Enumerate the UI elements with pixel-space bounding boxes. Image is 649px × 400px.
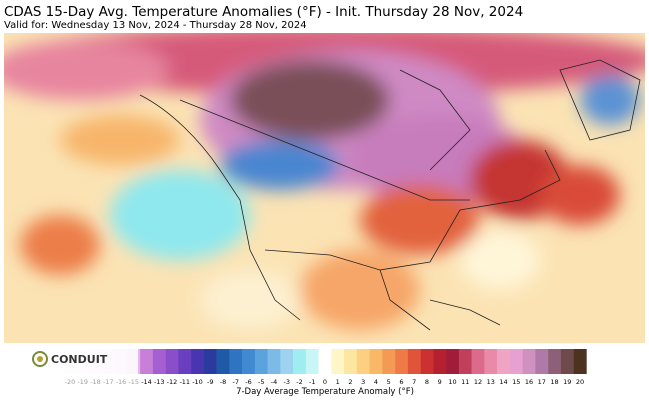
colorbar-tick-label: 5 bbox=[387, 378, 391, 386]
colorbar-tick-label: 12 bbox=[474, 378, 482, 386]
colorbar: -20 -19 -18 -17 -16 -15 -14 -13 -12 -11 -10 -9 -8 -7-… bbox=[63, 349, 587, 386]
colorbar-label: 7-Day Average Temperature Anomaly (°F) bbox=[236, 387, 414, 397]
colorbar-tick-label: 17 bbox=[538, 378, 546, 386]
colorbar-tick-label: 16 bbox=[525, 378, 533, 386]
color-cell bbox=[535, 349, 549, 374]
colorbar-tick-label: -10 bbox=[192, 378, 203, 386]
colorbar-tick-label: 14 bbox=[499, 378, 507, 386]
colorbar-tick-label: 1 bbox=[336, 378, 340, 386]
colorbar-tick-label: -15 bbox=[128, 378, 139, 386]
color-cell bbox=[267, 349, 281, 374]
colorbar-tick-label: 9 bbox=[438, 378, 442, 386]
colorbar-tick-label: -9 bbox=[207, 378, 213, 386]
color-cell bbox=[395, 349, 409, 374]
color-cell bbox=[178, 349, 192, 374]
color-cell bbox=[293, 349, 307, 374]
subtitle: Valid for: Wednesday 13 Nov, 2024 - Thur… bbox=[4, 20, 307, 31]
color-cell bbox=[216, 349, 230, 374]
colorbar-tick-label: 19 bbox=[563, 378, 571, 386]
color-cell bbox=[191, 349, 205, 374]
colorbar-tick-label: -14 bbox=[141, 378, 152, 386]
color-cell bbox=[318, 349, 332, 374]
colorbar-tick-label: 4 bbox=[374, 378, 378, 386]
color-cell bbox=[344, 349, 358, 374]
color-cell bbox=[305, 349, 319, 374]
color-cell bbox=[522, 349, 536, 374]
color-cell bbox=[369, 349, 383, 374]
color-cell bbox=[254, 349, 268, 374]
colorbar-tick-label: 11 bbox=[461, 378, 469, 386]
color-cell bbox=[280, 349, 294, 374]
colorbar-tick-label: 0 bbox=[323, 378, 327, 386]
colorbar-tick-label: -2 bbox=[296, 378, 302, 386]
color-cell bbox=[356, 349, 370, 374]
colorbar-tick-label: -3 bbox=[284, 378, 290, 386]
colorbar-tick-label: 13 bbox=[487, 378, 495, 386]
colorbar-tick-label: 8 bbox=[425, 378, 429, 386]
colorbar-tick-label: -16 bbox=[116, 378, 127, 386]
color-cell bbox=[484, 349, 498, 374]
colorbar-tick-label: 15 bbox=[512, 378, 520, 386]
color-cell bbox=[446, 349, 460, 374]
color-cell bbox=[203, 349, 217, 374]
colorbar-tick-label: 7 bbox=[412, 378, 416, 386]
color-cell bbox=[548, 349, 562, 374]
colorbar-tick-label: -4 bbox=[271, 378, 277, 386]
color-cell bbox=[420, 349, 434, 374]
color-cell bbox=[497, 349, 511, 374]
colorbar-tick-label: 10 bbox=[448, 378, 456, 386]
colorbar-tick-label: -6 bbox=[245, 378, 251, 386]
title: CDAS 15-Day Avg. Temperature Anomalies (… bbox=[4, 4, 523, 20]
map bbox=[4, 33, 645, 343]
colorbar-tick-label: -13 bbox=[154, 378, 165, 386]
colorbar-tick-label: -5 bbox=[258, 378, 264, 386]
color-cell bbox=[509, 349, 523, 374]
logo-icon-core bbox=[37, 356, 43, 362]
color-cell bbox=[433, 349, 447, 374]
color-cell bbox=[471, 349, 485, 374]
colorbar-tick-label: -20 bbox=[65, 378, 76, 386]
logo-text: CONDUIT bbox=[51, 353, 108, 366]
color-cell bbox=[165, 349, 179, 374]
color-cell bbox=[458, 349, 472, 374]
color-cell bbox=[152, 349, 166, 374]
colorbar-tick-label: 2 bbox=[348, 378, 352, 386]
colorbar-tick-label: 20 bbox=[576, 378, 584, 386]
colorbar-tick-label: 18 bbox=[550, 378, 558, 386]
color-cell bbox=[331, 349, 345, 374]
color-cell bbox=[560, 349, 574, 374]
colorbar-tick-label: -19 bbox=[77, 378, 88, 386]
color-cell bbox=[382, 349, 396, 374]
color-cell bbox=[242, 349, 256, 374]
colorbar-tick-label: -17 bbox=[103, 378, 114, 386]
colorbar-tick-label: -11 bbox=[179, 378, 190, 386]
colorbar-tick-label: -18 bbox=[90, 378, 101, 386]
colorbar-tick-label: -12 bbox=[167, 378, 178, 386]
color-cell bbox=[407, 349, 421, 374]
color-cell bbox=[229, 349, 243, 374]
colorbar-tick-label: -8 bbox=[220, 378, 226, 386]
colorbar-tick-label: 6 bbox=[399, 378, 403, 386]
color-cell bbox=[573, 349, 587, 374]
colorbar-tick-label: -7 bbox=[233, 378, 239, 386]
colorbar-tick-label: -1 bbox=[309, 378, 315, 386]
color-cell bbox=[140, 349, 154, 374]
colorbar-tick-label: 3 bbox=[361, 378, 365, 386]
